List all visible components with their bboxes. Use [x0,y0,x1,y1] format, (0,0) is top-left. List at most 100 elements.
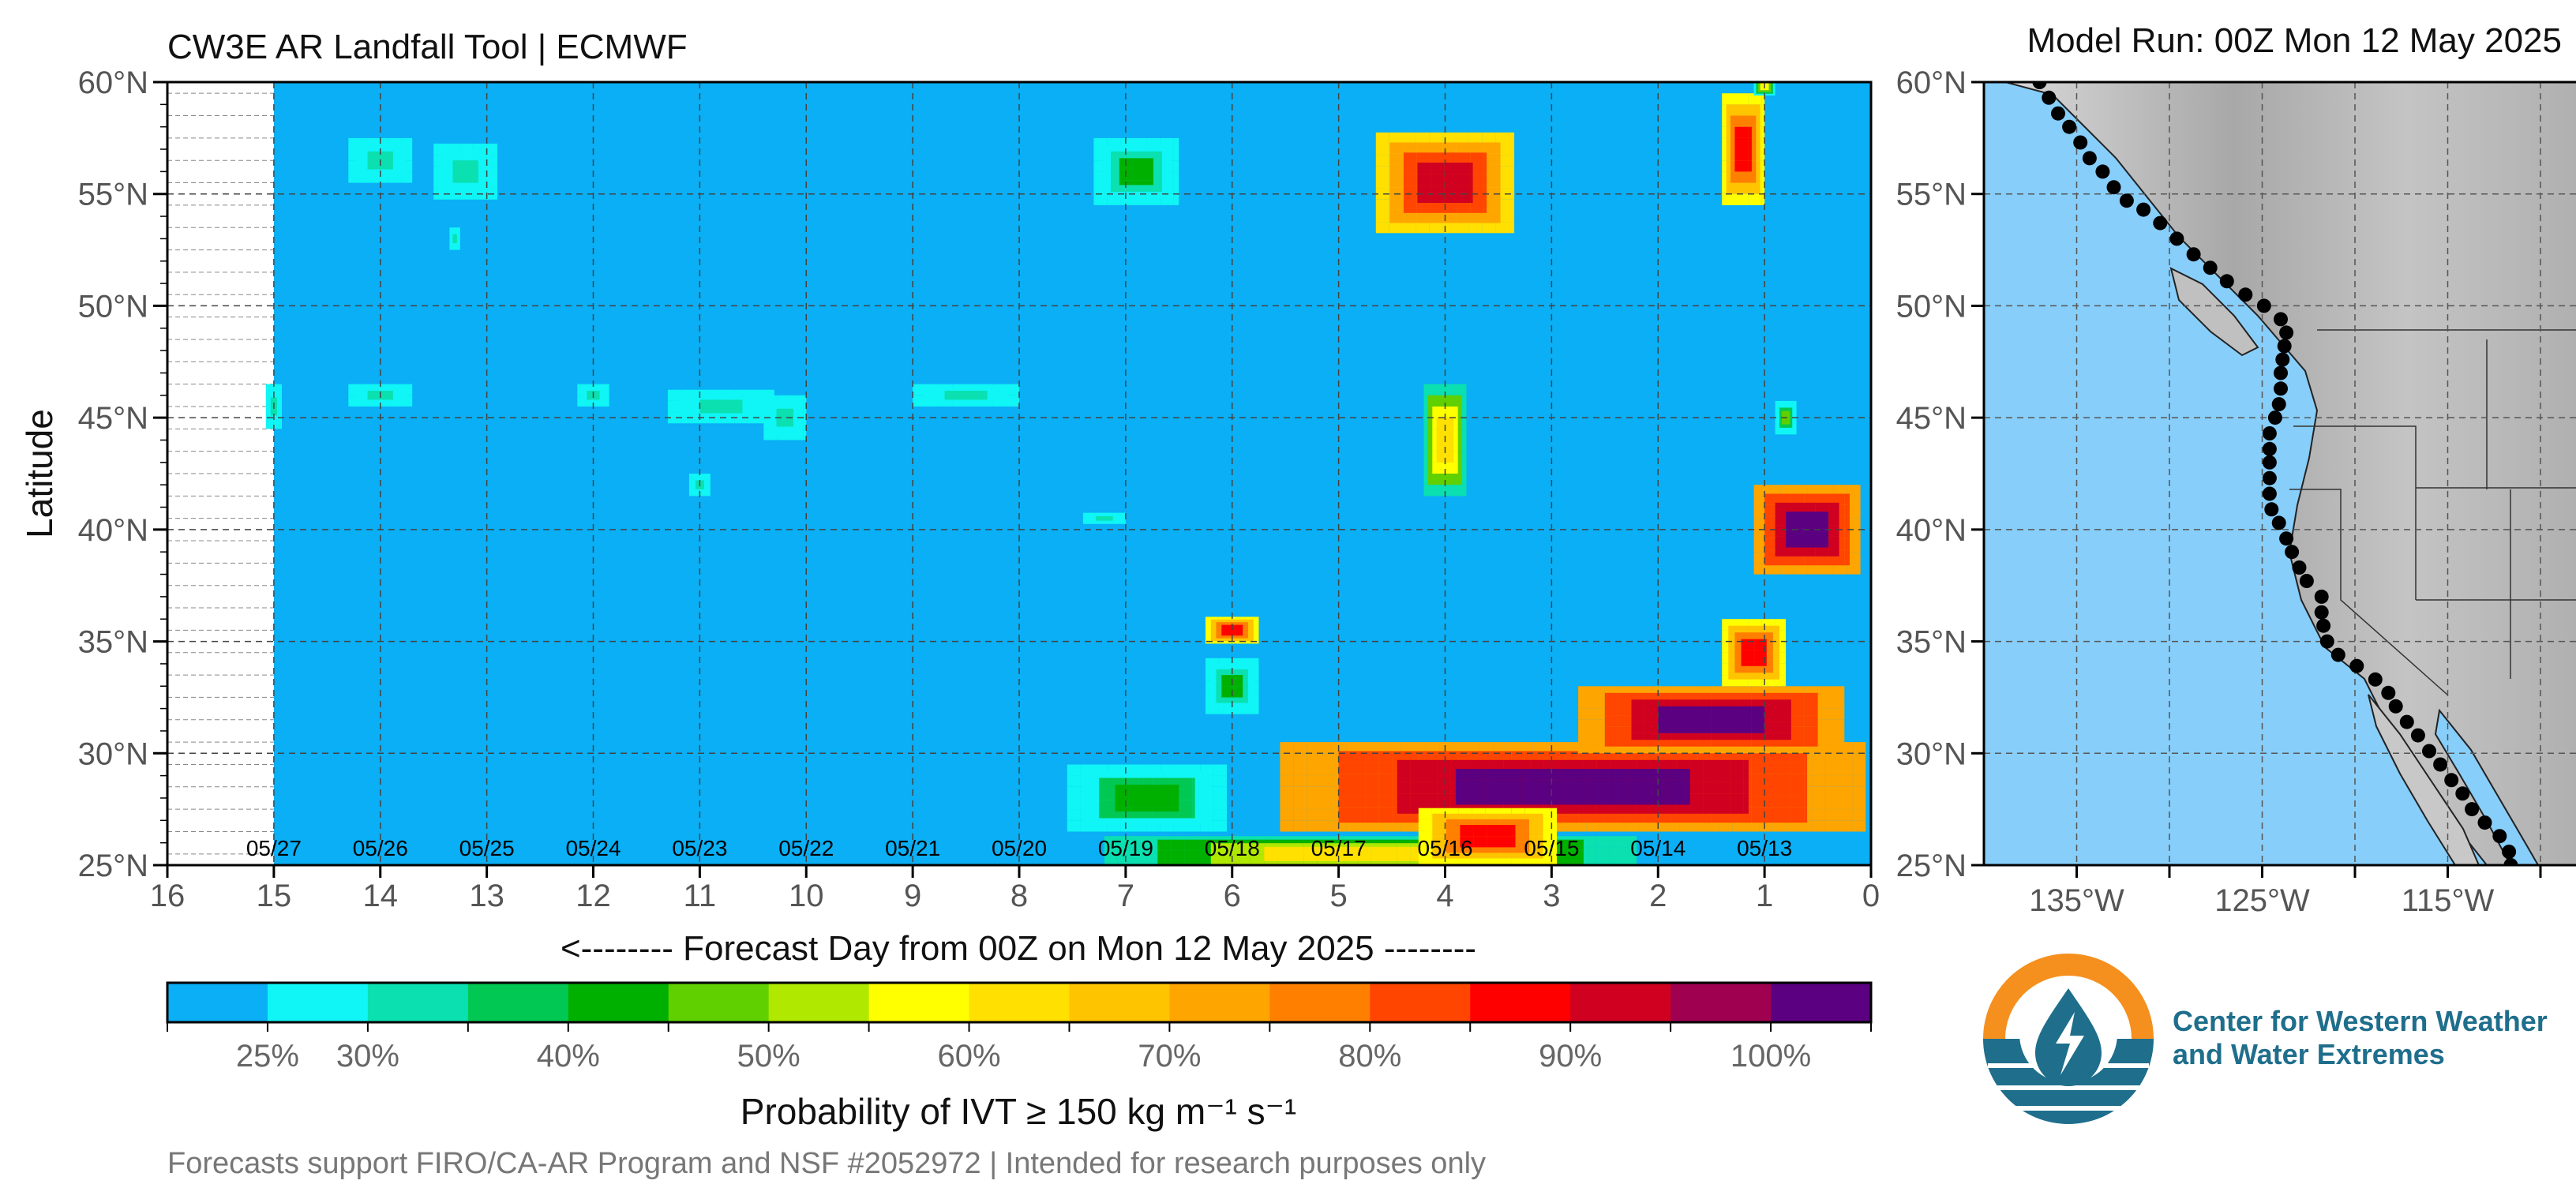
colorbar-tick-label: 80% [1338,1039,1401,1074]
probability-cell [1320,809,1333,821]
probability-cell [667,400,681,413]
probability-cell [1703,759,1717,771]
probability-cell [1450,870,1464,872]
probability-cell [1431,751,1445,763]
probability-cell [1067,798,1081,810]
probability-cell [1403,186,1417,197]
probability-cell [1743,771,1749,783]
probability-cell [1817,493,1832,505]
probability-cell [1333,820,1347,832]
probability-cell [1828,547,1839,557]
probability-cell [1610,804,1624,814]
probability-cell [1099,778,1113,789]
probability-cell [381,176,395,178]
probability-cell [1844,538,1850,550]
probability-cell [1658,733,1672,740]
probability-cell [1852,775,1866,787]
probability-cell [1549,769,1562,781]
x-tick-label: 9 [904,879,921,913]
probability-cell [973,399,988,403]
probability-cell [354,176,369,178]
logo-text-line2: and Water Extremes [2173,1038,2445,1070]
probability-cell [1454,440,1462,452]
colorbar-tick-label: 30% [336,1039,399,1074]
probability-cell [1682,780,1690,792]
probability-cell [740,410,743,414]
probability-cell [794,422,802,433]
probability-cell [1397,857,1411,861]
probability-cell [1592,818,1605,823]
probability-cell [1456,780,1469,792]
probability-cell [1663,759,1677,771]
probability-cell [1112,811,1126,819]
probability-cell [1082,815,1097,825]
probability-cell [1751,717,1765,729]
probability-cell [1165,811,1179,819]
probability-cell [1418,853,1432,864]
probability-cell [1802,547,1816,557]
probability-cell [1221,686,1236,698]
probability-cell [1618,692,1632,704]
lightning-bolt-icon [2056,1012,2084,1075]
probability-cell [1403,197,1417,209]
probability-cell [452,171,467,183]
probability-cell [1820,485,1834,497]
probability-cell [1251,663,1254,676]
probability-cell [1557,850,1570,863]
probability-cell [1794,563,1808,575]
probability-cell [1812,534,1826,545]
probability-cell [1483,174,1487,186]
probability-cell [1828,502,1839,514]
probability-cell-group [1786,512,1829,548]
probability-cell [1685,717,1698,729]
probability-cell [803,407,807,418]
probability-cell [1365,762,1379,774]
probability-cell [1671,751,1685,763]
probability-cell [1551,853,1558,864]
probability-cell [1831,730,1845,743]
probability-cell [1596,804,1610,814]
probability-cell [1610,759,1624,771]
probability-cell [1436,429,1450,440]
probability-cell [1730,804,1744,814]
probability-cell [1496,187,1501,199]
probability-cell [1445,819,1460,831]
probability-cell [1430,152,1444,164]
probability-cell [958,391,972,400]
probability-cell [1825,512,1829,523]
probability-cell [1224,854,1238,865]
probability-cell [1469,142,1483,154]
probability-cell [1389,209,1404,221]
probability-cell [1682,769,1690,781]
probability-cell [1114,514,1122,523]
probability-cell [1764,773,1778,785]
probability-cell [395,397,407,405]
x-tick-label: 15 [257,879,292,913]
probability-cell [1592,697,1605,709]
probability-cell [1748,160,1752,172]
probability-cell [1457,174,1471,186]
probability-cell [1697,751,1712,763]
probability-cell [1592,751,1605,763]
probability-cell [1817,686,1832,698]
probability-cell [1346,742,1360,754]
probability-cell [1251,686,1254,698]
landfall-point [2262,441,2277,456]
probability-cell [1530,759,1544,771]
probability-cell [1307,798,1321,810]
probability-cell [1280,753,1294,765]
probability-cell [1825,820,1839,832]
probability-cell [1437,793,1451,805]
probability-cell [1375,155,1389,167]
landfall-point [2082,151,2097,166]
probability-cell [1825,523,1829,534]
probability-cell [1173,171,1179,183]
probability-cell [1780,485,1794,497]
probability-cell [452,243,459,245]
probability-cell [1575,780,1589,792]
probability-cell [1839,820,1853,832]
probability-cell [1578,697,1592,709]
probability-cell [1578,742,1592,754]
probability-cell [1549,802,1562,805]
landfall-point [2073,135,2088,150]
